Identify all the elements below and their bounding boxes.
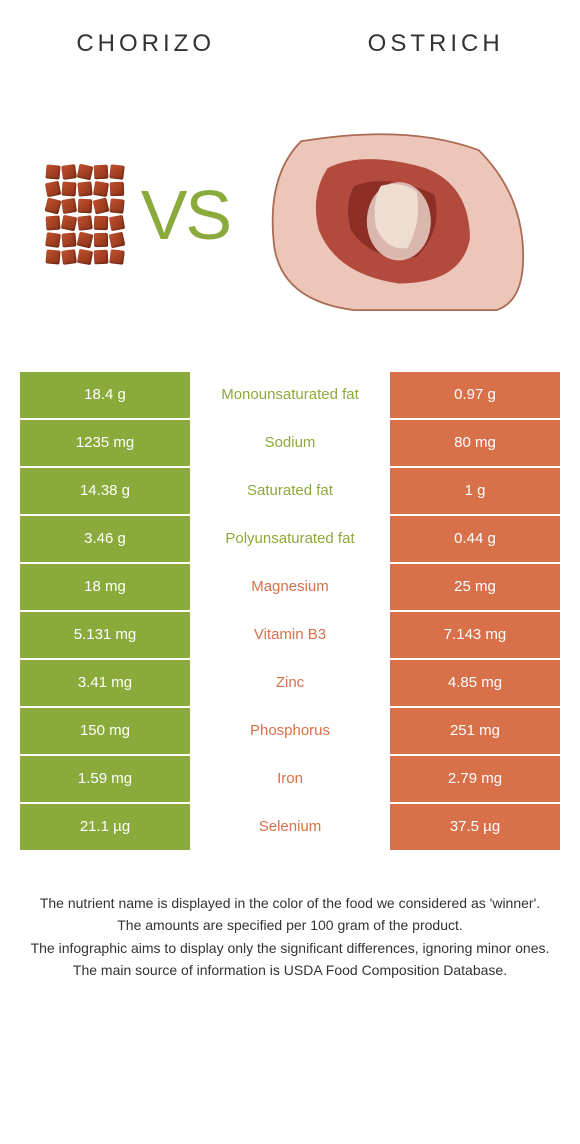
value-left: 1.59 mg — [20, 756, 190, 802]
header: CHORIZO Ostrich — [0, 0, 580, 68]
nutrient-label: Magnesium — [190, 564, 390, 610]
table-row: 3.46 gPolyunsaturated fat0.44 g — [20, 516, 560, 564]
footnotes: The nutrient name is displayed in the co… — [0, 852, 580, 1002]
nutrient-label: Phosphorus — [190, 708, 390, 754]
value-right: 80 mg — [390, 420, 560, 466]
vs-label: VS — [141, 175, 230, 255]
comparison-table: 18.4 gMonounsaturated fat0.97 g1235 mgSo… — [20, 372, 560, 852]
value-right: 0.97 g — [390, 372, 560, 418]
value-left: 150 mg — [20, 708, 190, 754]
nutrient-label: Saturated fat — [190, 468, 390, 514]
value-right: 0.44 g — [390, 516, 560, 562]
value-left: 1235 mg — [20, 420, 190, 466]
nutrient-label: Vitamin B3 — [190, 612, 390, 658]
nutrient-label: Iron — [190, 756, 390, 802]
ostrich-image — [230, 88, 550, 342]
nutrient-label: Sodium — [190, 420, 390, 466]
table-row: 18 mgMagnesium25 mg — [20, 564, 560, 612]
footnote-line: The nutrient name is displayed in the co… — [30, 892, 550, 914]
title-right: Ostrich — [368, 30, 504, 58]
table-row: 5.131 mgVitamin B37.143 mg — [20, 612, 560, 660]
footnote-line: The main source of information is USDA F… — [30, 959, 550, 981]
value-right: 2.79 mg — [390, 756, 560, 802]
table-row: 1235 mgSodium80 mg — [20, 420, 560, 468]
value-left: 18.4 g — [20, 372, 190, 418]
value-right: 7.143 mg — [390, 612, 560, 658]
value-left: 18 mg — [20, 564, 190, 610]
nutrient-label: Polyunsaturated fat — [190, 516, 390, 562]
table-row: 150 mgPhosphorus251 mg — [20, 708, 560, 756]
value-right: 4.85 mg — [390, 660, 560, 706]
table-row: 21.1 µgSelenium37.5 µg — [20, 804, 560, 852]
hero: VS — [0, 68, 580, 372]
value-left: 21.1 µg — [20, 804, 190, 850]
value-left: 3.46 g — [20, 516, 190, 562]
value-left: 5.131 mg — [20, 612, 190, 658]
table-row: 1.59 mgIron2.79 mg — [20, 756, 560, 804]
table-row: 3.41 mgZinc4.85 mg — [20, 660, 560, 708]
table-row: 14.38 gSaturated fat1 g — [20, 468, 560, 516]
chorizo-image — [30, 145, 141, 285]
value-right: 37.5 µg — [390, 804, 560, 850]
value-left: 14.38 g — [20, 468, 190, 514]
title-left: CHORIZO — [76, 30, 215, 58]
value-right: 25 mg — [390, 564, 560, 610]
footnote-line: The infographic aims to display only the… — [30, 937, 550, 959]
nutrient-label: Monounsaturated fat — [190, 372, 390, 418]
nutrient-label: Selenium — [190, 804, 390, 850]
footnote-line: The amounts are specified per 100 gram o… — [30, 914, 550, 936]
value-right: 1 g — [390, 468, 560, 514]
nutrient-label: Zinc — [190, 660, 390, 706]
value-right: 251 mg — [390, 708, 560, 754]
table-row: 18.4 gMonounsaturated fat0.97 g — [20, 372, 560, 420]
infographic: CHORIZO Ostrich VS 18.4 gMonounsaturated… — [0, 0, 580, 1001]
value-left: 3.41 mg — [20, 660, 190, 706]
